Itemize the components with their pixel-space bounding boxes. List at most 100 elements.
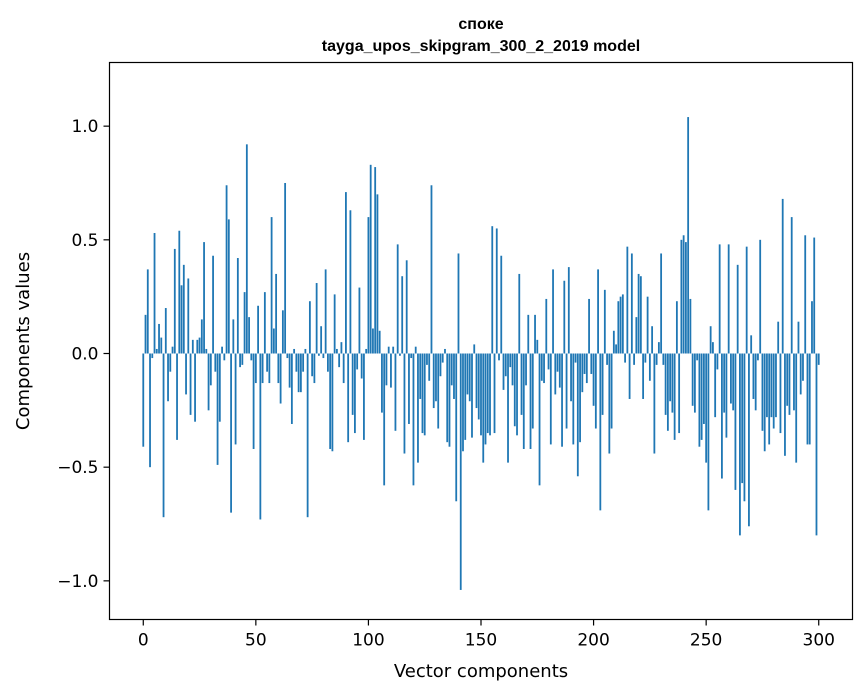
bar-288 [790, 217, 793, 354]
bar-237 [675, 301, 678, 354]
bar-197 [585, 353, 588, 384]
bar-39 [230, 353, 232, 513]
bar-114 [399, 353, 401, 356]
bar-88 [340, 342, 343, 354]
bar-9 [162, 353, 165, 518]
bar-186 [561, 353, 563, 447]
bar-3 [149, 353, 151, 468]
bar-275 [761, 353, 764, 431]
bar-221 [639, 276, 642, 354]
bar-211 [617, 301, 620, 354]
bar-134 [444, 348, 446, 354]
bar-69 [297, 353, 300, 393]
bar-264 [736, 264, 739, 354]
bar-291 [797, 321, 800, 354]
bar-279 [770, 353, 773, 418]
bar-98 [363, 353, 365, 440]
bar-79 [320, 326, 323, 354]
bar-129 [432, 353, 435, 409]
bar-100 [367, 217, 370, 354]
bar-109 [387, 346, 390, 354]
bar-244 [691, 353, 694, 406]
bar-269 [748, 353, 750, 527]
bar-218 [633, 353, 635, 365]
bar-63 [284, 182, 287, 354]
chart-title: споке [458, 16, 503, 33]
x-tick-label: 200 [577, 631, 609, 651]
bar-296 [808, 353, 811, 445]
bar-44 [241, 353, 244, 365]
bar-96 [358, 287, 361, 354]
bar-110 [390, 353, 392, 388]
bar-35 [221, 346, 223, 354]
bar-111 [392, 346, 395, 354]
bar-25 [198, 337, 201, 354]
bar-162 [507, 353, 509, 463]
bar-173 [531, 353, 534, 429]
y-tick-label: 1.0 [71, 117, 98, 137]
bar-51 [257, 305, 259, 354]
bar-73 [306, 353, 309, 518]
bar-209 [612, 330, 615, 354]
bar-6 [155, 348, 158, 354]
bar-55 [266, 353, 269, 372]
bar-193 [576, 353, 579, 477]
bar-60 [277, 353, 280, 384]
bar-99 [365, 348, 368, 354]
bar-38 [227, 219, 230, 354]
y-tick-label: −1.0 [57, 572, 98, 592]
bar-116 [403, 353, 406, 454]
bar-43 [239, 353, 241, 368]
bar-207 [608, 353, 611, 454]
bar-216 [628, 353, 631, 399]
bar-124 [421, 353, 424, 434]
bar-194 [579, 353, 581, 443]
bar-251 [707, 353, 710, 511]
bar-202 [597, 269, 599, 354]
bar-220 [637, 273, 640, 354]
bar-184 [556, 353, 559, 372]
bar-14 [173, 248, 176, 354]
bar-76 [313, 353, 316, 384]
bar-150 [480, 353, 482, 436]
bar-205 [603, 289, 606, 354]
bar-172 [529, 353, 532, 449]
bar-198 [588, 298, 590, 354]
bar-163 [509, 353, 512, 368]
bar-61 [279, 353, 282, 404]
bar-227 [653, 353, 656, 454]
x-axis-label: Vector components [394, 661, 568, 682]
bar-281 [775, 353, 777, 418]
bar-1 [144, 314, 147, 354]
bar-260 [727, 244, 730, 354]
bar-233 [666, 353, 669, 431]
bar-18 [182, 264, 185, 354]
bar-188 [565, 353, 568, 429]
bar-234 [669, 353, 672, 402]
bar-167 [518, 273, 521, 354]
bar-91 [347, 353, 350, 443]
bar-298 [813, 237, 816, 354]
plot-frame [108, 61, 854, 621]
bar-273 [757, 353, 759, 361]
bar-232 [664, 353, 667, 415]
bar-245 [693, 353, 696, 413]
bar-21 [189, 353, 192, 415]
bar-139 [455, 353, 458, 502]
bar-161 [504, 353, 507, 377]
bar-272 [754, 353, 757, 411]
bar-261 [730, 353, 732, 404]
bar-122 [417, 353, 419, 463]
bar-10 [164, 308, 167, 354]
bar-65 [288, 353, 291, 388]
bar-280 [772, 353, 775, 429]
bar-149 [477, 353, 480, 420]
bar-257 [721, 353, 723, 479]
bar-250 [705, 353, 708, 463]
bar-231 [662, 353, 665, 365]
bar-138 [453, 353, 455, 399]
bar-247 [698, 353, 701, 447]
bar-23 [194, 353, 196, 422]
bar-56 [268, 353, 271, 384]
